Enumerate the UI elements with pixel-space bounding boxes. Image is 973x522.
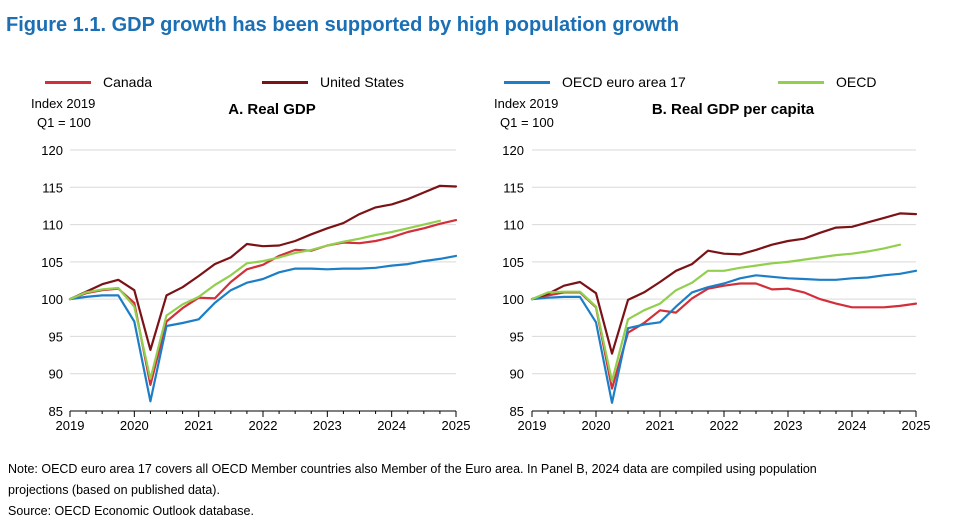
legend-swatch-united-states — [262, 80, 308, 84]
panel-a-title: A. Real GDP — [228, 101, 316, 118]
panel-b-xtick-2023: 2023 — [774, 418, 803, 433]
panel-a-xtick-2025: 2025 — [442, 418, 471, 433]
legend-item-euro-area: OECD euro area 17 — [504, 74, 686, 90]
source-line: Source: OECD Economic Outlook database. — [8, 504, 254, 518]
panel-a-ytick-95: 95 — [49, 329, 63, 344]
panel-a-ytick-110: 110 — [42, 218, 63, 233]
panel-a-series-oecd — [68, 219, 441, 380]
panel-b-ytick-105: 105 — [502, 255, 524, 270]
panel-b-title: B. Real GDP per capita — [652, 101, 815, 118]
panel-b-series-oecd-euro-area-17 — [530, 269, 918, 404]
note-line-1: Note: OECD euro area 17 covers all OECD … — [8, 462, 817, 476]
legend-swatch-euro-area — [504, 80, 550, 84]
panel-b-ytick-90: 90 — [510, 367, 524, 382]
panel-b-ylabel-line2: Q1 = 100 — [500, 115, 554, 130]
panel-b-xtick-2024: 2024 — [838, 418, 867, 433]
panel-a-xtick-2019: 2019 — [56, 418, 85, 433]
panel-b-ytick-95: 95 — [510, 329, 524, 344]
panel-b-xtick-2025: 2025 — [902, 418, 931, 433]
panel-b-ytick-110: 110 — [503, 218, 524, 233]
panel-b-xtick-2019: 2019 — [518, 418, 547, 433]
figure-title: Figure 1.1. GDP growth has been supporte… — [6, 14, 679, 36]
panel-b-ytick-115: 115 — [503, 180, 524, 195]
panel-a-xtick-2022: 2022 — [249, 418, 278, 433]
panel-b-xtick-2022: 2022 — [710, 418, 739, 433]
panel-a-ytick-115: 115 — [42, 180, 63, 195]
panel-a-xtick-2023: 2023 — [313, 418, 342, 433]
legend-label-oecd: OECD — [836, 74, 877, 90]
panel-b-xtick-2020: 2020 — [582, 418, 611, 433]
panel-a-series-oecd-euro-area-17 — [68, 254, 458, 403]
legend-swatch-canada — [45, 80, 91, 84]
legend-label-united-states: United States — [320, 74, 405, 90]
panel-a-ytick-100: 100 — [41, 292, 63, 307]
panel-a-ytick-90: 90 — [49, 367, 63, 382]
panel-a-ylabel-line1: Index 2019 — [31, 96, 95, 111]
panel-a-ytick-120: 120 — [41, 143, 63, 158]
panel-a-xtick-2021: 2021 — [184, 418, 213, 433]
panel-a-series-united-states — [68, 184, 458, 351]
panel-a-xtick-2020: 2020 — [120, 418, 149, 433]
legend-swatch-oecd — [778, 80, 824, 84]
panel-a-series-canada — [68, 219, 458, 386]
panel-a-ytick-85: 85 — [49, 404, 63, 419]
panel-b-series-oecd — [530, 243, 902, 383]
legend-label-euro-area: OECD euro area 17 — [562, 74, 686, 90]
legend-label-canada: Canada — [103, 74, 153, 90]
panel-a-xtick-2024: 2024 — [377, 418, 406, 433]
panel-b-series-united-states — [530, 212, 918, 355]
panel-b-ytick-100: 100 — [502, 292, 524, 307]
note-line-2: projections (based on published data). — [8, 483, 220, 497]
panel-b-ytick-120: 120 — [502, 143, 524, 158]
panel-b-ylabel-line1: Index 2019 — [494, 96, 558, 111]
panel-b-xtick-2021: 2021 — [646, 418, 675, 433]
panel-a-ytick-105: 105 — [41, 255, 63, 270]
legend-item-united-states: United States — [262, 74, 404, 90]
legend-item-canada: Canada — [45, 74, 152, 90]
legend-item-oecd: OECD — [778, 74, 876, 90]
panel-a-ylabel-line2: Q1 = 100 — [37, 115, 91, 130]
panel-b-ytick-85: 85 — [510, 404, 524, 419]
